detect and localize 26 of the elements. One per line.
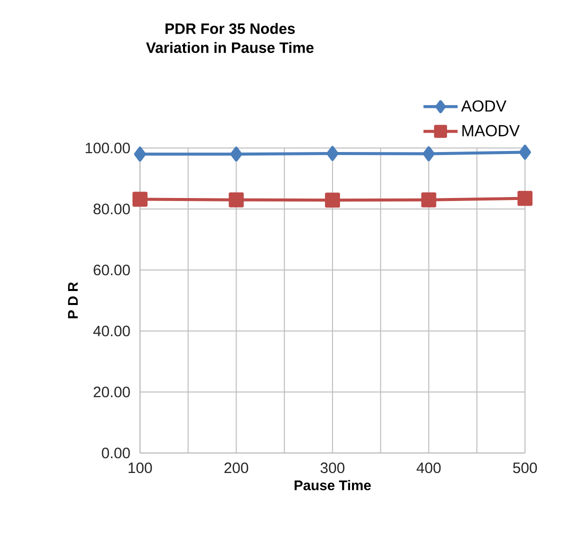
point	[230, 146, 242, 162]
y-axis-title: P D R	[68, 282, 78, 318]
chart-title: PDR For 35 Nodes Variation in Pause Time	[146, 22, 314, 53]
y-tick-label: 80.00	[94, 204, 130, 214]
point	[326, 146, 338, 161]
y-tick-label: 40.00	[93, 326, 130, 336]
legend-label: MAODV	[462, 125, 520, 136]
x-tick-label: 400	[416, 462, 441, 474]
y-tick-label: 60.00	[94, 264, 130, 276]
y-tick-label: 100.00	[86, 142, 130, 154]
point	[422, 146, 435, 162]
point	[518, 190, 532, 206]
point	[132, 192, 148, 207]
point	[228, 192, 244, 208]
x-tick-label: 100	[128, 462, 152, 474]
point	[518, 144, 531, 160]
legend-label: AODV	[461, 100, 506, 112]
point	[134, 146, 146, 162]
x-tick-label: 300	[320, 462, 344, 474]
x-axis-title: Pause Time	[294, 480, 371, 490]
x-tick-label: 500	[513, 462, 537, 474]
x-tick-label: 200	[224, 462, 248, 474]
point	[325, 192, 340, 208]
y-tick-label: 20.00	[94, 386, 130, 398]
point	[421, 192, 436, 208]
y-tick-label: 0.00	[102, 448, 130, 458]
